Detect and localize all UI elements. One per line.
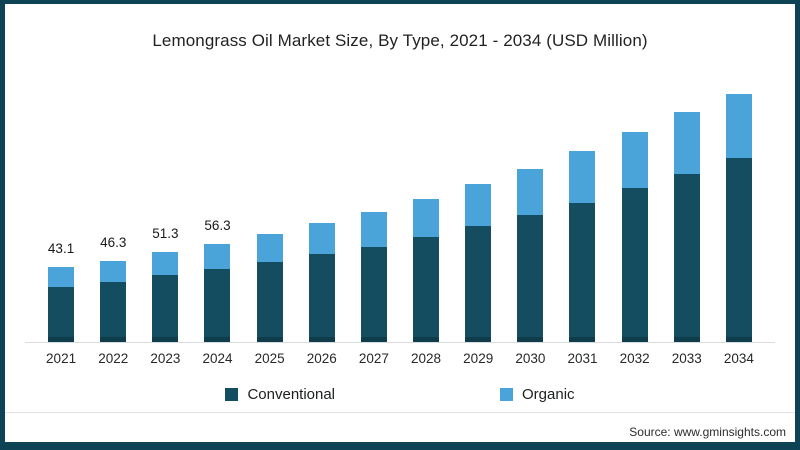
- legend-item-conventional: Conventional: [225, 386, 335, 403]
- source-note: Source: www.gminsights.com: [629, 425, 786, 439]
- organic-segment: [517, 168, 544, 216]
- x-axis-label: 2024: [202, 351, 233, 366]
- conventional-segment: [204, 269, 231, 342]
- x-axis-label: 2025: [254, 351, 285, 366]
- organic-segment: [204, 243, 231, 270]
- bar-slot: [713, 93, 765, 342]
- conventional-segment: [673, 174, 700, 342]
- stacked-bar-2022: 46.3: [100, 235, 127, 342]
- bar-slot: [452, 184, 504, 342]
- conventional-segment: [308, 254, 335, 342]
- stacked-bar-2023: 51.3: [152, 226, 179, 342]
- bar-slot: [504, 168, 556, 342]
- organic-segment: [725, 93, 752, 159]
- organic-segment: [569, 151, 596, 203]
- bar-value-label: 56.3: [204, 217, 231, 233]
- stacked-bar-2021: 43.1: [48, 241, 75, 342]
- x-axis-label: 2030: [515, 351, 546, 366]
- bar-slot: [661, 112, 713, 342]
- bar-slot: [348, 212, 400, 342]
- stacked-bar-2030: [517, 168, 544, 342]
- stacked-bar-2028: [413, 199, 440, 342]
- x-axis-label: 2023: [150, 351, 181, 366]
- conventional-segment: [413, 237, 440, 342]
- stacked-bar-2029: [465, 184, 492, 342]
- bar-slot: [400, 199, 452, 342]
- x-axis-labels: 2021 2022 2023 2024 2025 2026 2027 2028 2029 2030…: [35, 351, 765, 366]
- x-axis-line: [25, 342, 775, 343]
- bar-slot: 43.1: [35, 241, 87, 342]
- conventional-segment: [621, 188, 648, 342]
- organic-segment: [465, 184, 492, 226]
- x-axis-label: 2032: [619, 351, 650, 366]
- stacked-bar-2034: [725, 93, 752, 342]
- organic-swatch-icon: [500, 388, 514, 401]
- bar-slot: 46.3: [87, 235, 139, 342]
- organic-segment: [152, 252, 179, 275]
- legend-label: Organic: [522, 386, 575, 403]
- organic-segment: [360, 212, 387, 247]
- conventional-segment: [360, 247, 387, 342]
- legend: Conventional Organic: [0, 386, 800, 403]
- x-axis-label: 2022: [98, 351, 129, 366]
- legend-label: Conventional: [247, 386, 336, 403]
- organic-segment: [673, 112, 700, 175]
- x-axis-label: 2028: [411, 351, 442, 366]
- bar-slot: 56.3: [191, 218, 243, 342]
- bar-slot: [296, 223, 348, 342]
- x-axis-label: 2026: [306, 351, 337, 366]
- x-axis-label: 2033: [671, 351, 702, 366]
- bar-value-label: 51.3: [152, 226, 179, 242]
- conventional-segment: [152, 275, 179, 342]
- conventional-segment: [100, 282, 127, 342]
- bar-slot: 51.3: [139, 226, 191, 342]
- stacked-bar-2024: 56.3: [204, 218, 231, 342]
- plot-area: 43.1 46.3 51.3 56.3: [35, 52, 765, 342]
- conventional-swatch-icon: [225, 388, 239, 401]
- legend-item-organic: Organic: [500, 386, 575, 403]
- conventional-segment: [569, 203, 596, 342]
- stacked-bar-2033: [673, 112, 700, 342]
- organic-segment: [308, 223, 335, 254]
- conventional-segment: [48, 287, 75, 342]
- conventional-segment: [465, 226, 492, 342]
- conventional-segment: [517, 215, 544, 342]
- organic-segment: [621, 132, 648, 188]
- conventional-segment: [256, 262, 283, 342]
- x-axis-label: 2027: [358, 351, 389, 366]
- organic-segment: [256, 234, 283, 262]
- x-axis-label: 2029: [463, 351, 494, 366]
- footer-divider: [5, 412, 795, 413]
- stacked-bar-2026: [308, 223, 335, 342]
- x-axis-label: 2034: [723, 351, 754, 366]
- organic-segment: [100, 261, 127, 282]
- x-axis-label: 2021: [46, 351, 77, 366]
- x-axis-label: 2031: [567, 351, 598, 366]
- organic-segment: [413, 199, 440, 237]
- chart-title: Lemongrass Oil Market Size, By Type, 202…: [152, 31, 648, 50]
- bar-slot: [244, 234, 296, 342]
- stacked-bar-2031: [569, 151, 596, 342]
- stacked-bar-2027: [360, 212, 387, 342]
- bar-value-label: 43.1: [47, 240, 75, 256]
- bar-slot: [609, 132, 661, 342]
- stacked-bar-2025: [256, 234, 283, 342]
- bar-slot: [556, 151, 608, 342]
- conventional-segment: [725, 158, 752, 342]
- organic-segment: [48, 266, 75, 288]
- bar-value-label: 46.3: [100, 235, 127, 250]
- stacked-bar-2032: [621, 132, 648, 342]
